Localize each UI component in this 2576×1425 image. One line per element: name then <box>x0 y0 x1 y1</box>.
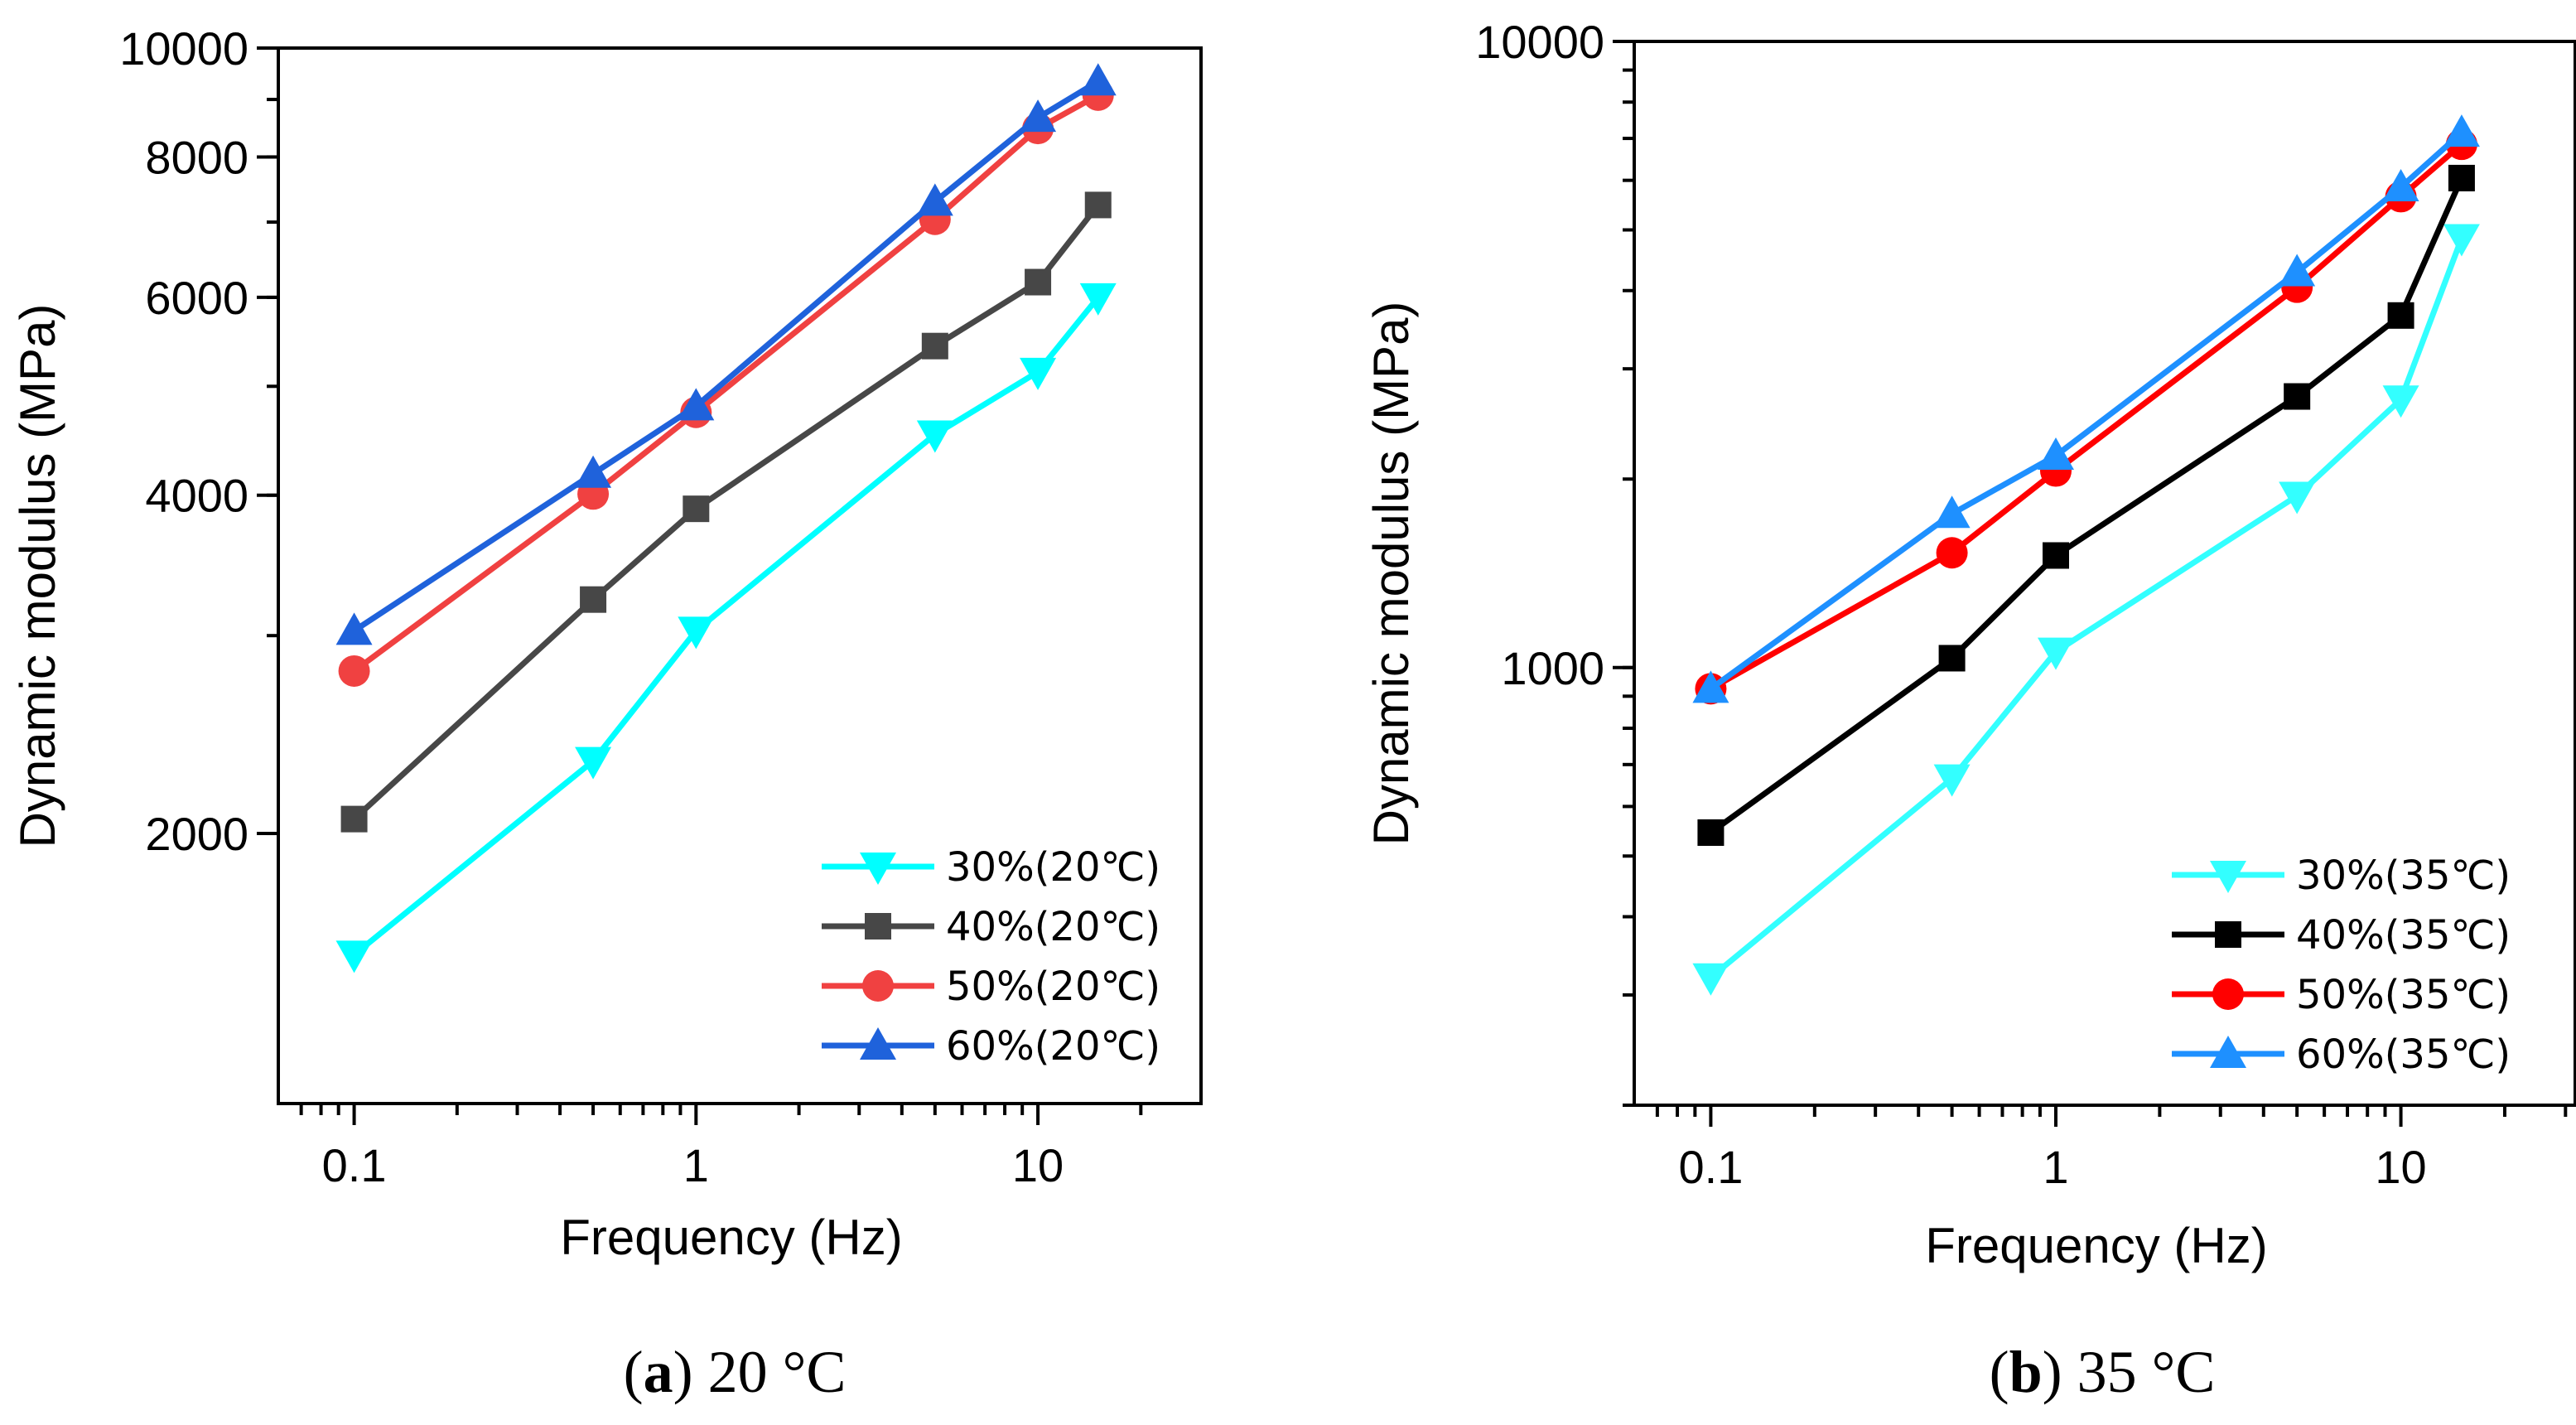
data-point <box>2387 302 2414 329</box>
data-point <box>921 332 948 360</box>
y-tick-label: 1000 <box>1501 642 1604 694</box>
x-axis-title: Frequency (Hz) <box>1925 1218 2267 1273</box>
legend-marker <box>2215 921 2241 948</box>
data-point <box>1697 819 1725 846</box>
series-line-4 <box>352 79 1100 634</box>
data-point <box>575 746 612 780</box>
legend-label: 50%(35℃) <box>2296 972 2511 1018</box>
panel-caption: (a) 20 °C <box>624 1339 847 1405</box>
series-line-1 <box>1709 237 2465 980</box>
data-point <box>2279 254 2316 287</box>
data-point <box>2448 164 2475 191</box>
data-point <box>2443 224 2480 257</box>
legend-label: 50%(20℃) <box>946 964 1160 1010</box>
legend-label: 40%(20℃) <box>946 904 1160 950</box>
data-point <box>1933 495 1971 529</box>
data-point <box>335 940 373 973</box>
data-point <box>2382 168 2419 201</box>
data-point <box>1692 670 1729 703</box>
data-point <box>2284 383 2311 410</box>
legend-marker <box>2212 978 2244 1010</box>
data-point <box>340 805 368 833</box>
series-line-2 <box>352 203 1101 822</box>
legend-marker <box>862 970 894 1002</box>
data-point <box>335 612 373 645</box>
legend-marker <box>865 913 891 940</box>
legend-label: 60%(20℃) <box>946 1023 1160 1070</box>
data-point <box>678 388 715 421</box>
series-line-4 <box>1709 130 2464 692</box>
plot-frame <box>277 46 1203 1105</box>
data-point <box>683 495 710 523</box>
data-point <box>916 183 953 216</box>
legend-label: 40%(35℃) <box>2296 912 2511 959</box>
legend-marker <box>860 853 896 885</box>
data-point <box>1938 645 1966 672</box>
legend-label: 30%(35℃) <box>2296 853 2511 899</box>
x-tick-label: 10 <box>1012 1139 1064 1191</box>
data-point <box>2042 542 2069 569</box>
y-axis-title: Dynamic modulus (MPa) <box>1363 302 1419 846</box>
data-point <box>2037 637 2074 670</box>
data-point <box>575 455 612 488</box>
legend-marker <box>2210 1036 2246 1068</box>
x-tick-label: 0.1 <box>1678 1141 1743 1193</box>
x-axis-title: Frequency (Hz) <box>560 1210 902 1265</box>
y-tick-label: 2000 <box>145 808 248 860</box>
plot-frame <box>1633 40 2576 1107</box>
data-point <box>1936 537 1968 569</box>
data-point <box>2037 437 2074 470</box>
x-tick-label: 1 <box>683 1139 709 1191</box>
panel-caption: (b) 35 °C <box>1990 1339 2216 1405</box>
series-line-2 <box>1709 176 2465 835</box>
legend-label: 30%(20℃) <box>946 844 1160 891</box>
chart-panel-2: 0.1 1 10 1000 10000 Frequency (Hz) Dynamic mod… <box>1363 16 2576 1405</box>
data-point <box>1692 963 1729 996</box>
data-point <box>1020 357 1057 390</box>
data-point <box>338 655 370 687</box>
legend-label: 60%(35℃) <box>2296 1031 2511 1078</box>
y-axis-title: Dynamic modulus (MPa) <box>10 304 65 848</box>
chart-panel-1: 0.1 1 10 2000 4000 6000 8000 10000 Frequency (Hz… <box>10 22 1203 1405</box>
data-point <box>2443 114 2480 147</box>
y-tick-label: 10000 <box>1475 16 1604 68</box>
data-point <box>678 616 715 650</box>
y-tick-label: 8000 <box>145 131 248 183</box>
y-tick-label: 6000 <box>145 272 248 324</box>
y-tick-label: 4000 <box>145 470 248 522</box>
x-tick-label: 10 <box>2375 1141 2426 1193</box>
data-point <box>2382 385 2419 418</box>
data-point <box>1079 283 1117 316</box>
y-tick-label: 10000 <box>119 22 248 75</box>
legend-marker <box>2210 861 2246 893</box>
data-point <box>1079 63 1117 96</box>
legend-marker <box>860 1027 896 1060</box>
data-point <box>916 420 953 453</box>
data-point <box>1084 191 1112 219</box>
x-tick-label: 0.1 <box>322 1139 387 1191</box>
data-point <box>1025 268 1052 296</box>
x-tick-label: 1 <box>2043 1141 2068 1193</box>
data-point <box>580 586 607 613</box>
data-point <box>1020 99 1057 133</box>
data-point <box>2279 481 2316 514</box>
data-point <box>1933 764 1971 797</box>
